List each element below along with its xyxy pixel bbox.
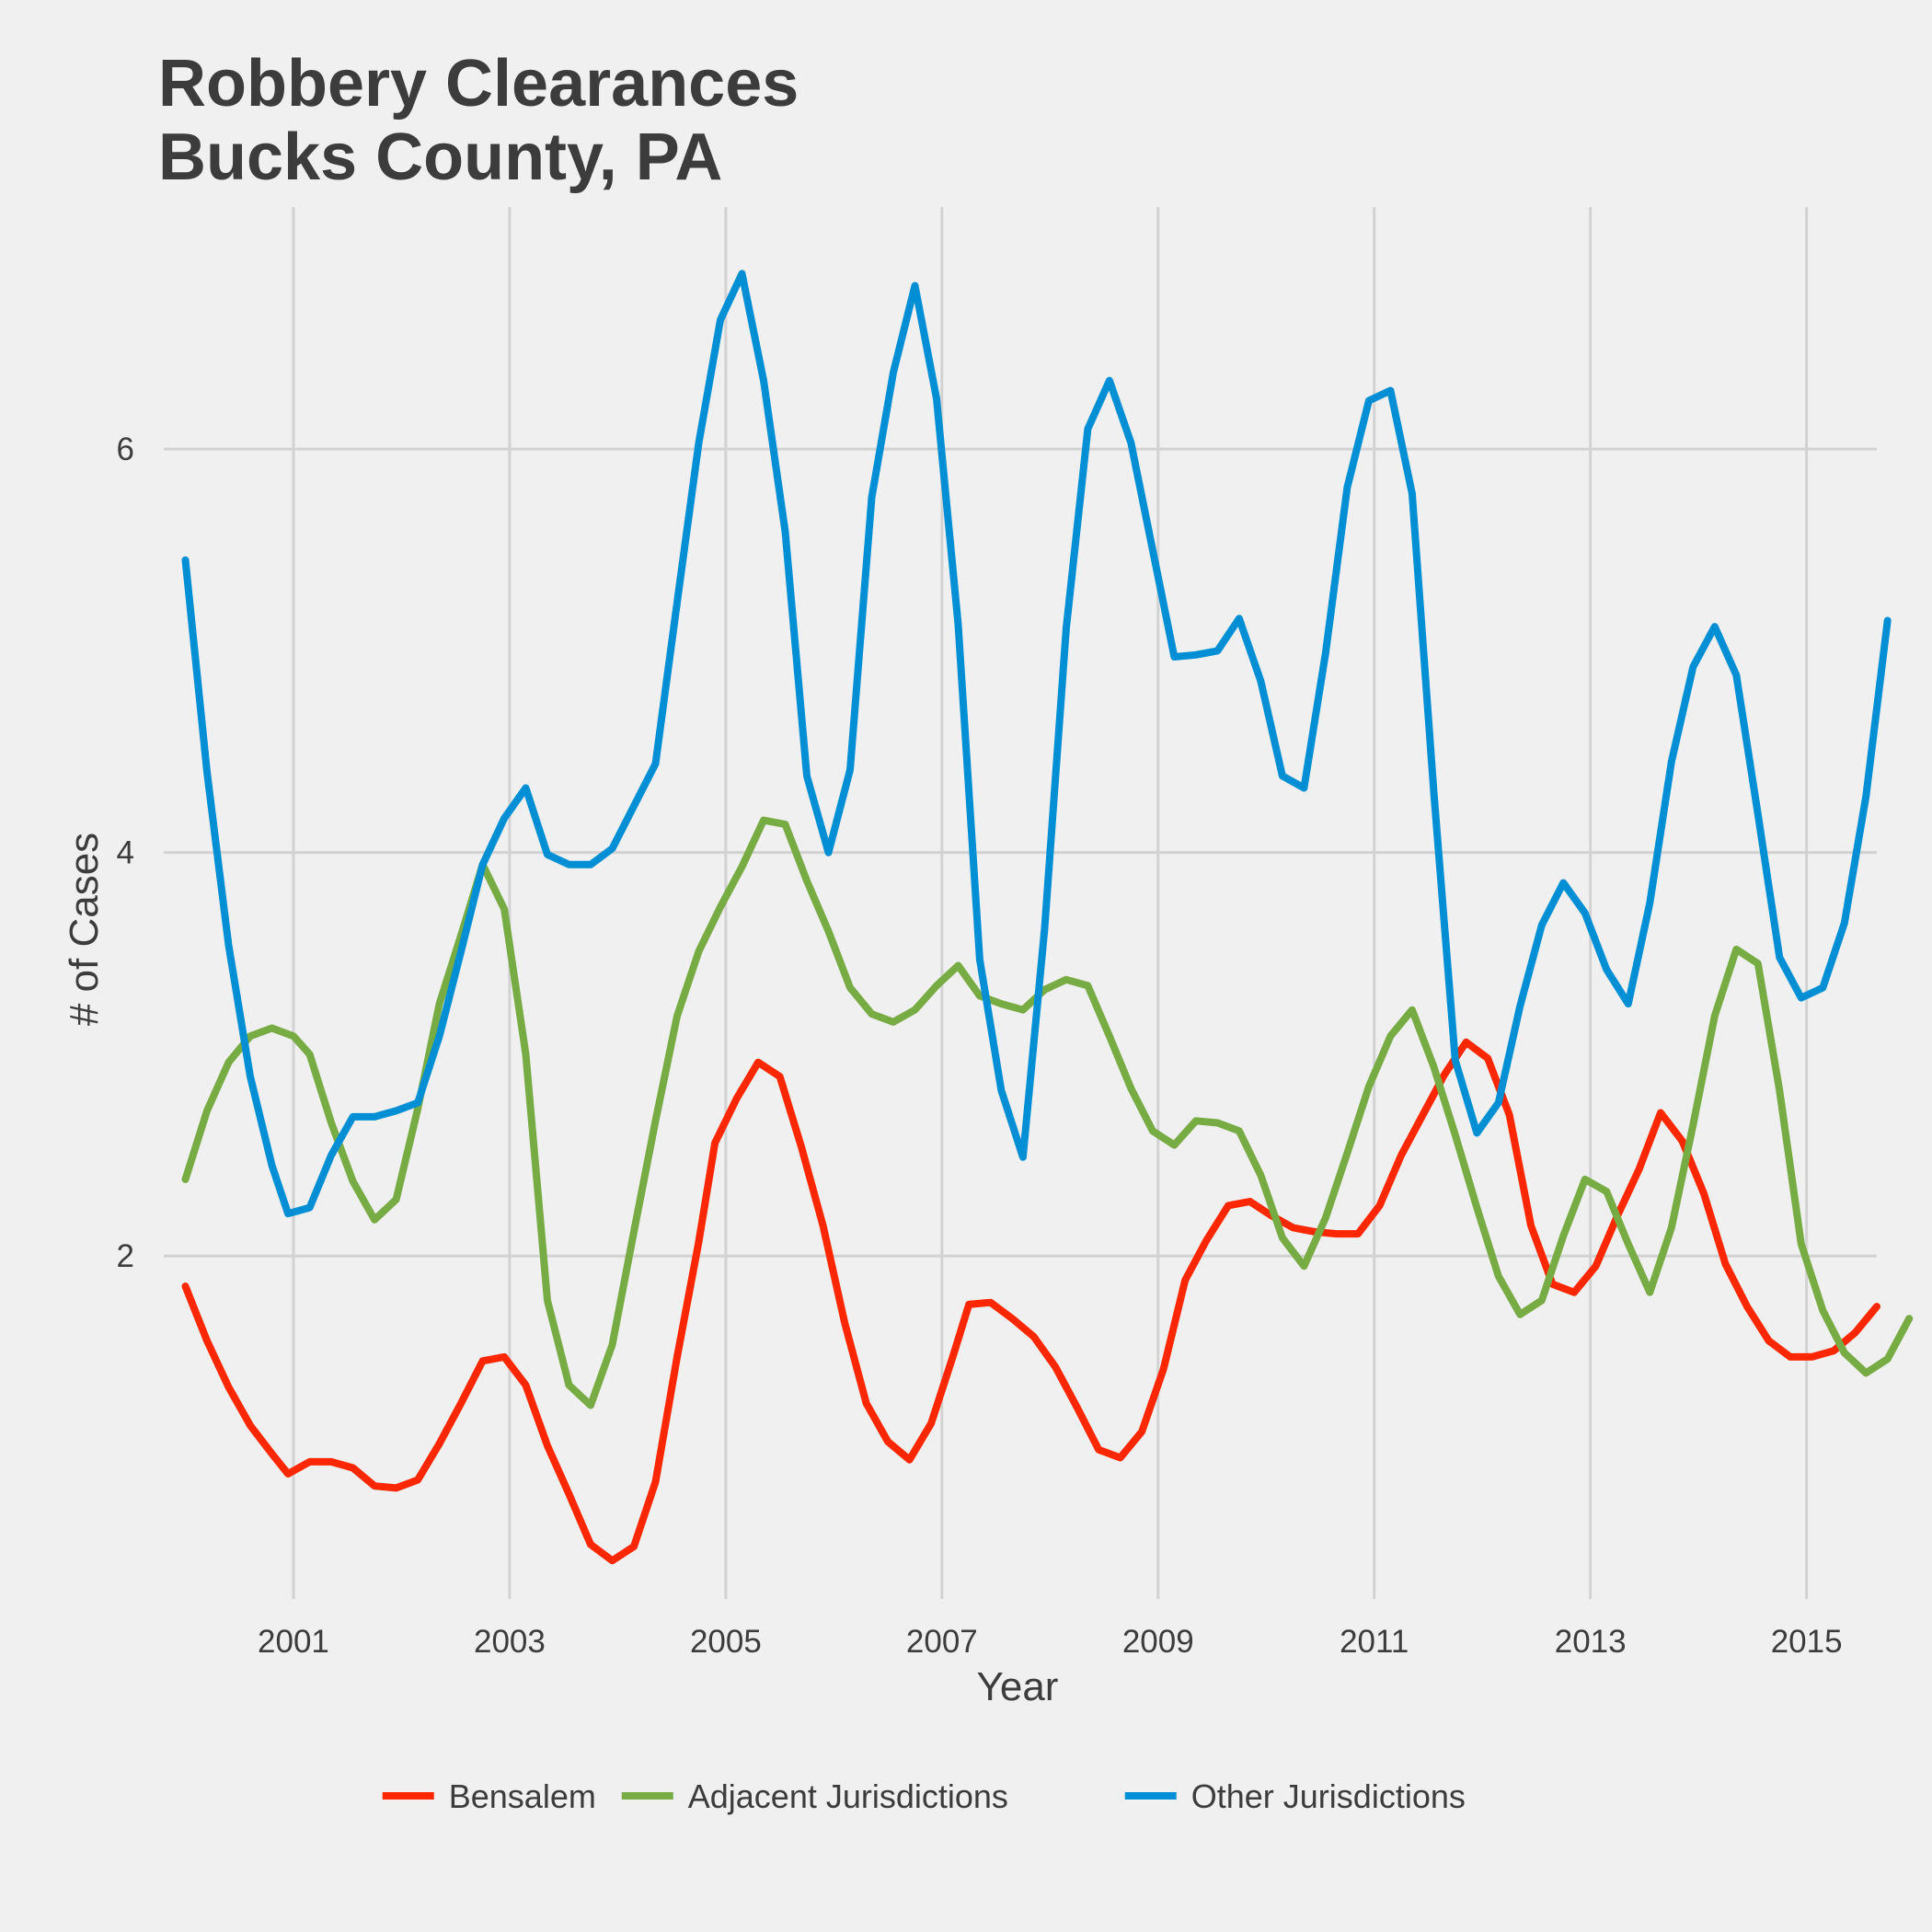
y-tick-label-4: 4 <box>117 835 134 871</box>
series-lines <box>181 270 1914 1565</box>
legend: Bensalem Adjacent Jurisdictions Other Juri… <box>382 1777 1466 1815</box>
chart-title-line-1: Robbery Clearances <box>158 47 799 121</box>
x-axis-title: Year <box>977 1664 1059 1709</box>
series-line-2 <box>181 270 1892 1218</box>
legend-label-0: Bensalem <box>449 1777 596 1815</box>
x-tick-label-2013: 2013 <box>1555 1624 1627 1660</box>
x-axis-ticks: 2001 2003 2005 2007 2009 2011 2013 2015 <box>258 1624 1843 1660</box>
y-tick-label-2: 2 <box>117 1238 134 1274</box>
y-axis-ticks: 2 4 6 <box>117 431 134 1274</box>
y-tick-label-6: 6 <box>117 431 134 467</box>
x-tick-label-2003: 2003 <box>474 1624 546 1660</box>
x-tick-label-2011: 2011 <box>1340 1624 1409 1660</box>
grid <box>164 207 1877 1599</box>
x-tick-label-2009: 2009 <box>1122 1624 1194 1660</box>
chart-title-line-2: Bucks County, PA <box>158 121 722 194</box>
x-tick-label-2007: 2007 <box>906 1624 978 1660</box>
legend-label-2: Other Jurisdictions <box>1191 1777 1466 1815</box>
series-line-0 <box>181 1038 1880 1565</box>
x-tick-label-2015: 2015 <box>1771 1624 1843 1660</box>
legend-label-1: Adjacent Jurisdictions <box>688 1777 1008 1815</box>
x-tick-label-2005: 2005 <box>690 1624 762 1660</box>
x-tick-label-2001: 2001 <box>258 1624 329 1660</box>
y-axis-title: # of Cases <box>62 833 107 1026</box>
